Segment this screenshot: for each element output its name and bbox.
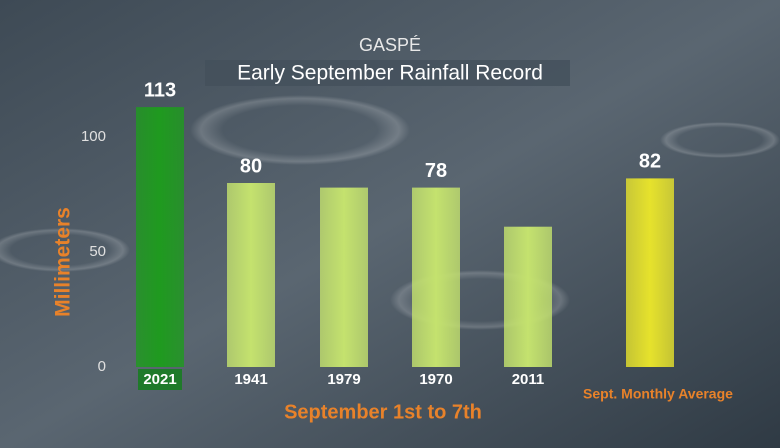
ripple bbox=[190, 95, 410, 165]
x-axis-label: September 1st to 7th bbox=[284, 401, 482, 423]
ripple bbox=[0, 228, 130, 272]
bar bbox=[227, 183, 275, 367]
subtitle-band bbox=[205, 60, 570, 86]
value-label: 82 bbox=[639, 151, 661, 173]
bar bbox=[504, 226, 552, 367]
y-tick-label: 0 bbox=[98, 358, 106, 375]
bar bbox=[136, 107, 184, 367]
x-tick-label: 2011 bbox=[512, 371, 545, 388]
value-label: 113 bbox=[144, 79, 176, 101]
ripple bbox=[660, 122, 780, 158]
category-highlight bbox=[138, 369, 182, 390]
bar bbox=[412, 187, 460, 367]
x-tick-label: 1970 bbox=[419, 371, 452, 388]
value-label: 80 bbox=[240, 155, 262, 177]
y-axis-label: Millimeters bbox=[52, 207, 75, 317]
value-label: 78 bbox=[425, 160, 447, 182]
x-tick-label: 1941 bbox=[234, 371, 267, 388]
x-tick-label: Sept. Monthly Average bbox=[583, 386, 733, 402]
chart-title: GASPÉ bbox=[359, 35, 421, 55]
chart-subtitle: Early September Rainfall Record bbox=[237, 62, 543, 85]
y-tick-label: 50 bbox=[89, 243, 106, 260]
bar bbox=[320, 187, 368, 367]
bar bbox=[626, 178, 674, 367]
x-tick-label: 2021 bbox=[143, 371, 176, 388]
x-tick-label: 1979 bbox=[327, 371, 360, 388]
y-tick-label: 100 bbox=[81, 128, 106, 145]
